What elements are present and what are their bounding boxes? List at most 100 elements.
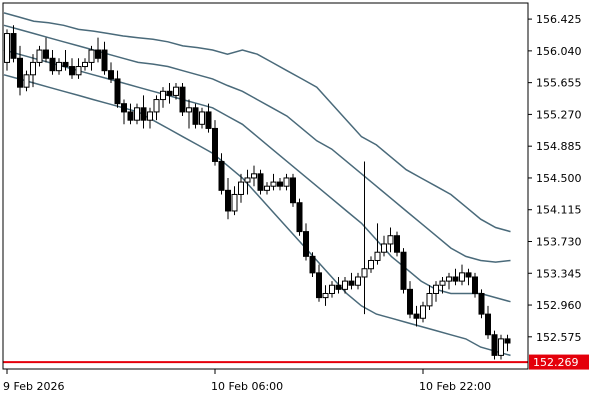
candle [264, 182, 270, 195]
candle [231, 186, 238, 216]
candle [329, 281, 335, 298]
candle [504, 334, 511, 352]
candle [251, 165, 257, 187]
candle [95, 37, 101, 63]
candle [368, 256, 374, 273]
candle [88, 45, 95, 71]
candle-body-down [127, 111, 134, 121]
candle-body-up [134, 107, 140, 121]
candle-body-down [108, 70, 114, 80]
candle [355, 272, 361, 290]
candle [17, 45, 23, 96]
candle [140, 95, 147, 129]
candle [4, 29, 10, 71]
candle [387, 227, 394, 253]
candle [270, 173, 277, 191]
candle [127, 103, 134, 125]
candle [49, 50, 56, 75]
candle [446, 272, 452, 290]
candle [303, 223, 309, 261]
candle [296, 198, 303, 236]
candle-body-down [296, 202, 303, 233]
candle-body-up [322, 292, 329, 299]
candle-body-up [75, 66, 82, 76]
candle [465, 268, 472, 286]
candle-body-up [426, 292, 433, 307]
candle [413, 305, 420, 327]
candle-body-down [413, 313, 420, 319]
candle-body-up [82, 61, 88, 68]
candle [153, 95, 160, 121]
candle-body-up [264, 185, 270, 191]
y-tick-label: 154.500 [536, 172, 582, 185]
candle [23, 70, 30, 92]
y-tick-label: 153.345 [536, 267, 582, 280]
candle-body-up [56, 61, 62, 72]
candle-body-down [257, 173, 264, 191]
candle-body-up [283, 177, 290, 187]
candle [426, 285, 433, 310]
candle [82, 58, 88, 71]
candle [179, 83, 186, 117]
candle-body-up [160, 90, 166, 101]
candle [381, 235, 387, 257]
candle-body-down [316, 272, 322, 299]
candle-body-up [251, 173, 257, 179]
candle [485, 305, 491, 339]
candle-body-down [348, 280, 355, 286]
current-price-tag: 152.269 [529, 354, 589, 370]
candle-body-up [186, 107, 192, 113]
candle-body-down [49, 57, 56, 72]
candle-body-down [95, 49, 101, 59]
candle [56, 58, 62, 75]
candle [160, 87, 166, 108]
candle-body-down [407, 288, 413, 315]
candle-body-up [498, 338, 504, 356]
candle [316, 264, 322, 302]
envelope-bands [3, 12, 511, 357]
candle-body-up [147, 111, 153, 121]
candle-body-up [23, 74, 30, 88]
candle-body-down [400, 251, 407, 290]
candle [283, 173, 290, 191]
candle-body-up [153, 99, 160, 113]
candle [498, 334, 504, 360]
candle-body-down [166, 90, 173, 96]
candle-body-down [192, 107, 199, 125]
candle [472, 272, 478, 298]
candle [361, 161, 368, 315]
candle-body-up [244, 177, 251, 183]
candle [218, 153, 225, 195]
y-tick-label: 156.040 [536, 45, 582, 58]
candle [244, 169, 251, 195]
candle-body-down [114, 78, 121, 105]
candle [186, 99, 192, 129]
candle-body-down [485, 313, 491, 336]
candle [101, 41, 108, 75]
y-tick-label: 156.425 [536, 13, 582, 26]
candle [75, 58, 82, 79]
candle-body-up [88, 49, 95, 63]
y-tick-label: 155.655 [536, 77, 582, 90]
candle-body-down [472, 276, 478, 294]
current-price-tag-label: 152.269 [533, 356, 579, 369]
envelope-band-4 [3, 74, 511, 357]
candle-body-up [238, 181, 244, 195]
x-tick-label: 10 Feb 22:00 [419, 380, 491, 393]
candle-body-up [36, 49, 43, 63]
candle-body-down [43, 49, 49, 59]
candle [400, 248, 407, 294]
y-tick-label: 154.885 [536, 140, 582, 153]
candle [290, 173, 296, 207]
candle-body-down [303, 231, 309, 257]
candle [205, 103, 212, 133]
candle-body-up [4, 33, 10, 63]
candle-body-up [420, 305, 426, 319]
candle-body-up [231, 193, 238, 212]
candle [225, 177, 231, 220]
candle [147, 107, 153, 129]
candle [374, 223, 381, 265]
candle-body-down [394, 235, 400, 253]
candle-body-up [342, 280, 348, 290]
